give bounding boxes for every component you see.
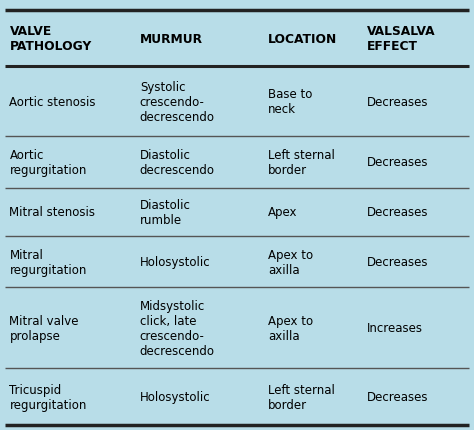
Text: Apex to
axilla: Apex to axilla <box>268 248 313 276</box>
Text: Left sternal
border: Left sternal border <box>268 383 335 411</box>
Text: VALVE
PATHOLOGY: VALVE PATHOLOGY <box>9 25 92 52</box>
Text: Diastolic
rumble: Diastolic rumble <box>140 198 191 226</box>
Text: Decreases: Decreases <box>367 206 429 218</box>
Text: Holosystolic: Holosystolic <box>140 255 210 268</box>
Text: Decreases: Decreases <box>367 156 429 169</box>
Text: Mitral valve
prolapse: Mitral valve prolapse <box>9 314 79 342</box>
Text: Tricuspid
regurgitation: Tricuspid regurgitation <box>9 383 87 411</box>
Text: Mitral stenosis: Mitral stenosis <box>9 206 95 218</box>
Text: Left sternal
border: Left sternal border <box>268 148 335 176</box>
Text: Aortic
regurgitation: Aortic regurgitation <box>9 148 87 176</box>
Text: Apex to
axilla: Apex to axilla <box>268 314 313 342</box>
Text: Holosystolic: Holosystolic <box>140 390 210 403</box>
Text: Decreases: Decreases <box>367 95 429 108</box>
Text: Mitral
regurgitation: Mitral regurgitation <box>9 248 87 276</box>
Text: Increases: Increases <box>367 322 423 335</box>
Text: Apex: Apex <box>268 206 297 218</box>
Text: Systolic
crescendo-
decrescendo: Systolic crescendo- decrescendo <box>140 80 215 123</box>
Text: Diastolic
decrescendo: Diastolic decrescendo <box>140 148 215 176</box>
Text: Base to
neck: Base to neck <box>268 88 312 116</box>
Text: LOCATION: LOCATION <box>268 32 337 46</box>
Text: MURMUR: MURMUR <box>140 32 203 46</box>
Text: Decreases: Decreases <box>367 390 429 403</box>
Text: Midsystolic
click, late
crescendo-
decrescendo: Midsystolic click, late crescendo- decre… <box>140 299 215 357</box>
Text: Aortic stenosis: Aortic stenosis <box>9 95 96 108</box>
Text: VALSALVA
EFFECT: VALSALVA EFFECT <box>367 25 436 52</box>
Text: Decreases: Decreases <box>367 255 429 268</box>
